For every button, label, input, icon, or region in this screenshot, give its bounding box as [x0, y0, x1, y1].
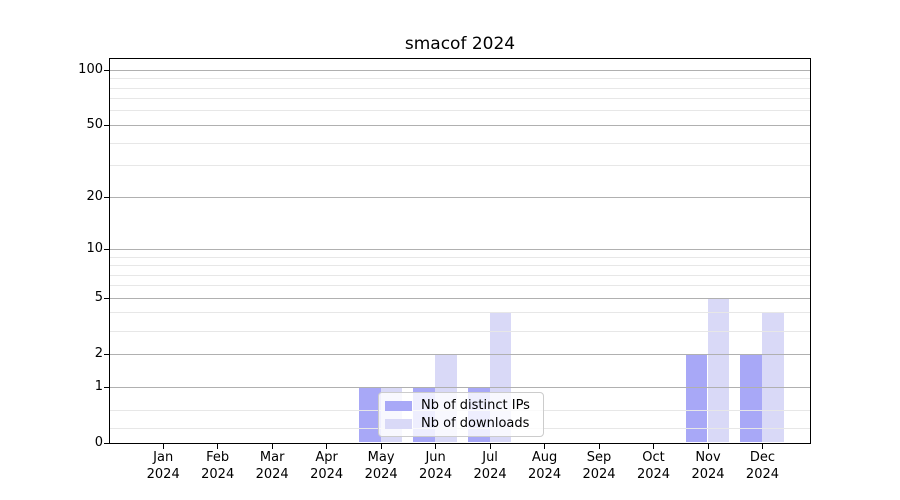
x-tick-mark: [380, 443, 382, 449]
gridline-minor: [109, 312, 810, 314]
gridline-minor: [109, 142, 810, 144]
gridline-major: [109, 69, 810, 71]
y-tick-mark: [104, 196, 110, 198]
bar-distinct-ips-nov: [685, 353, 708, 443]
y-tick-label: 50: [86, 117, 103, 133]
gridline-minor: [109, 265, 810, 266]
y-tick-mark: [104, 442, 110, 444]
gridline-minor: [109, 285, 810, 287]
gridline-minor: [109, 165, 810, 167]
x-tick-label: Jul 2024: [473, 450, 507, 482]
chart-title: smacof 2024: [404, 34, 516, 54]
legend-swatch-downloads: [385, 418, 412, 429]
gridline-major: [109, 353, 810, 355]
y-tick-mark: [104, 69, 110, 71]
plot-area: [108, 57, 811, 444]
y-tick-label: 100: [78, 62, 103, 78]
gridline-major: [109, 248, 810, 250]
gridline-minor: [109, 110, 810, 112]
y-tick-label: 20: [86, 189, 103, 205]
y-tick-mark: [104, 248, 110, 251]
x-tick-label: Dec 2024: [745, 450, 780, 482]
y-tick-mark: [104, 297, 110, 300]
x-tick-label: Nov 2024: [691, 450, 725, 482]
y-tick-label: 0: [94, 435, 103, 450]
x-tick-mark: [271, 443, 273, 449]
x-tick-mark: [707, 443, 709, 449]
y-tick-mark: [104, 124, 110, 127]
y-tick-label: 2: [94, 346, 103, 362]
x-tick-label: Mar 2024: [255, 450, 289, 482]
gridline-minor: [109, 98, 810, 100]
gridline-minor: [109, 256, 810, 258]
x-tick-label: Oct 2024: [636, 450, 671, 482]
legend-label-downloads: Nb of downloads: [421, 416, 530, 431]
x-tick-mark: [162, 443, 164, 449]
x-tick-label: Feb 2024: [201, 450, 235, 482]
gridline-minor: [109, 78, 810, 80]
x-tick-mark: [217, 443, 219, 449]
x-tick-label: May 2024: [364, 450, 398, 482]
bar-downloads-nov: [707, 297, 730, 443]
bar-downloads-dec: [761, 312, 784, 443]
legend-swatch-distinct-ips: [385, 400, 412, 411]
y-tick-mark: [104, 386, 110, 388]
gridline-minor: [109, 87, 810, 89]
x-tick-label: Sep 2024: [582, 450, 616, 482]
x-tick-mark: [435, 443, 437, 449]
gridline-minor: [109, 274, 810, 276]
bar-distinct-ips-dec: [740, 353, 762, 443]
gridline-major: [109, 386, 810, 388]
y-tick-label: 5: [94, 290, 103, 306]
gridline-minor: [109, 330, 810, 332]
legend-item-distinct-ips: Nb of distinct IPs: [385, 398, 537, 413]
y-tick-mark: [104, 353, 110, 356]
legend: Nb of distinct IPs Nb of downloads: [378, 392, 544, 437]
gridline-major: [109, 196, 810, 198]
x-tick-mark: [544, 443, 546, 449]
x-tick-label: Apr 2024: [310, 450, 344, 482]
y-tick-label: 1: [94, 379, 103, 394]
legend-item-downloads: Nb of downloads: [385, 416, 537, 431]
x-tick-mark: [653, 443, 655, 449]
gridline-major: [109, 297, 810, 299]
x-tick-mark: [326, 443, 328, 449]
x-tick-mark: [598, 443, 600, 449]
x-tick-mark: [761, 443, 764, 449]
legend-label-distinct-ips: Nb of distinct IPs: [421, 398, 530, 413]
x-tick-label: Aug 2024: [528, 450, 562, 482]
x-tick-label: Jun 2024: [419, 450, 453, 482]
gridline-major: [109, 124, 810, 126]
x-tick-label: Jan 2024: [146, 450, 180, 482]
x-tick-mark: [489, 443, 491, 449]
y-tick-label: 10: [86, 241, 103, 257]
